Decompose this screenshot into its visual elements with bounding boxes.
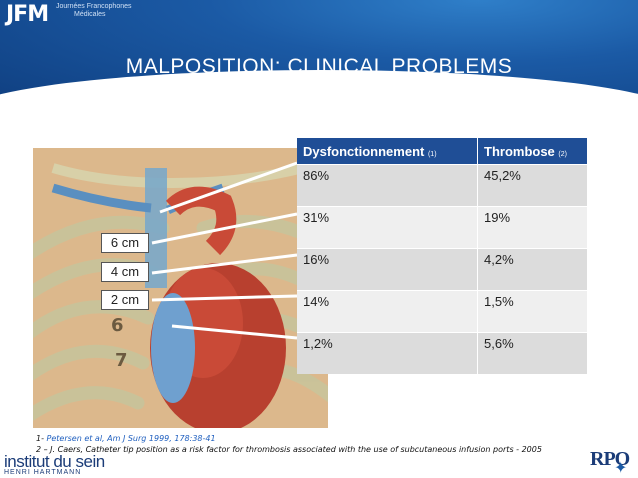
rib-label-7: 7 — [115, 350, 128, 371]
table-cell: 16% — [297, 248, 478, 291]
table-row: 16% 4,2% — [297, 248, 588, 291]
header-banner: JFM Journées Francophones Médicales MALP… — [0, 0, 638, 110]
marker-6cm: 6 cm — [101, 233, 149, 253]
table-cell: 1,2% — [297, 332, 478, 374]
table-row: 1,2% 5,6% — [297, 332, 588, 374]
slide-title: MALPOSITION: CLINICAL PROBLEMS — [125, 55, 513, 78]
header-dysfonctionnement: Dysfonctionnement (1) — [297, 138, 478, 165]
table-cell: 31% — [297, 206, 478, 249]
logo-subtitle: Journées Francophones Médicales — [56, 3, 132, 19]
thorax-drawing: 6 7 — [33, 148, 328, 428]
table-cell: 1,5% — [477, 290, 588, 333]
logo-line1: institut du sein — [4, 452, 105, 471]
logo-sub-line1: Journées Francophones — [56, 3, 132, 10]
institut-du-sein-logo: institut du sein HENRI HARTMANN — [4, 452, 105, 476]
table-cell: 5,6% — [477, 332, 588, 374]
references: 1- Petersen et al, Am J Surg 1999, 178:3… — [36, 433, 542, 455]
table-row: 31% 19% — [297, 206, 588, 249]
header-thrombose: Thrombose (2) — [477, 138, 588, 165]
rib-label-6: 6 — [111, 315, 124, 336]
logo-sub-line2: Médicales — [74, 11, 106, 18]
reference-2: 2 – J. Caers, Catheter tip position as a… — [36, 445, 542, 454]
table-cell: 19% — [477, 206, 588, 249]
table-cell: 45,2% — [477, 164, 588, 207]
table-header-row: Dysfonctionnement (1) Thrombose (2) — [297, 138, 588, 165]
marker-2cm: 2 cm — [101, 290, 149, 310]
logo-line2: HENRI HARTMANN — [4, 469, 82, 476]
rpo-logo: RPO — [590, 448, 630, 470]
table-cell: 86% — [297, 164, 478, 207]
star-icon: ✦ — [614, 458, 628, 477]
anatomy-illustration: 6 7 — [33, 148, 328, 428]
table-row: 14% 1,5% — [297, 290, 588, 333]
table-row: 86% 45,2% — [297, 164, 588, 207]
jfm-logo: JFM — [6, 2, 49, 27]
table-cell: 14% — [297, 290, 478, 333]
results-table: Dysfonctionnement (1) Thrombose (2) 86% … — [297, 138, 588, 374]
table-cell: 4,2% — [477, 248, 588, 291]
reference-1-text: Petersen et al, Am J Surg 1999, 178:38-4… — [46, 434, 216, 443]
reference-1: 1- Petersen et al, Am J Surg 1999, 178:3… — [36, 434, 216, 443]
marker-4cm: 4 cm — [101, 262, 149, 282]
